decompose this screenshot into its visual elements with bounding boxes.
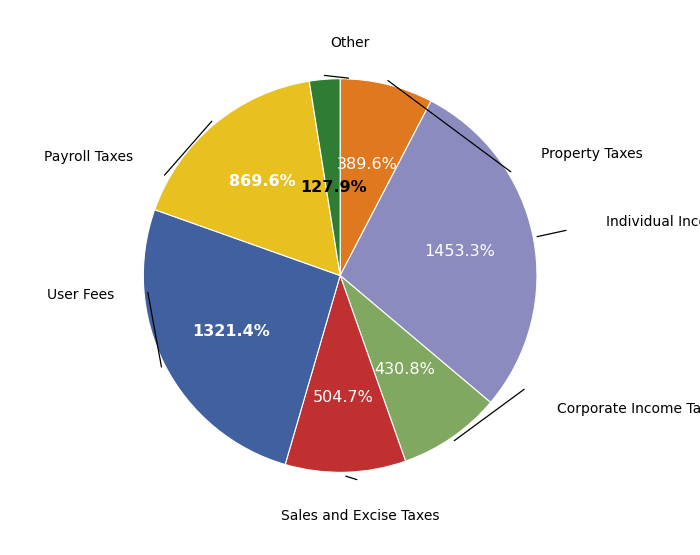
- Wedge shape: [340, 275, 491, 461]
- Text: 430.8%: 430.8%: [374, 362, 435, 377]
- Text: 869.6%: 869.6%: [229, 174, 295, 189]
- Wedge shape: [155, 81, 340, 275]
- Text: 127.9%: 127.9%: [300, 180, 367, 195]
- Text: Other: Other: [330, 36, 370, 51]
- Text: User Fees: User Fees: [47, 288, 114, 302]
- Wedge shape: [340, 79, 431, 275]
- Text: 504.7%: 504.7%: [313, 390, 374, 405]
- Wedge shape: [144, 210, 340, 465]
- Text: 1453.3%: 1453.3%: [424, 244, 496, 259]
- Text: 1321.4%: 1321.4%: [193, 324, 270, 339]
- Wedge shape: [285, 275, 405, 472]
- Text: 389.6%: 389.6%: [337, 157, 398, 172]
- Text: Corporate Income Tax: Corporate Income Tax: [556, 402, 700, 416]
- Wedge shape: [309, 79, 340, 275]
- Text: Individual Income Taxes: Individual Income Taxes: [606, 215, 700, 229]
- Wedge shape: [340, 101, 537, 402]
- Text: Sales and Excise Taxes: Sales and Excise Taxes: [281, 508, 439, 523]
- Text: Property Taxes: Property Taxes: [541, 147, 643, 160]
- Text: Payroll Taxes: Payroll Taxes: [44, 150, 134, 164]
